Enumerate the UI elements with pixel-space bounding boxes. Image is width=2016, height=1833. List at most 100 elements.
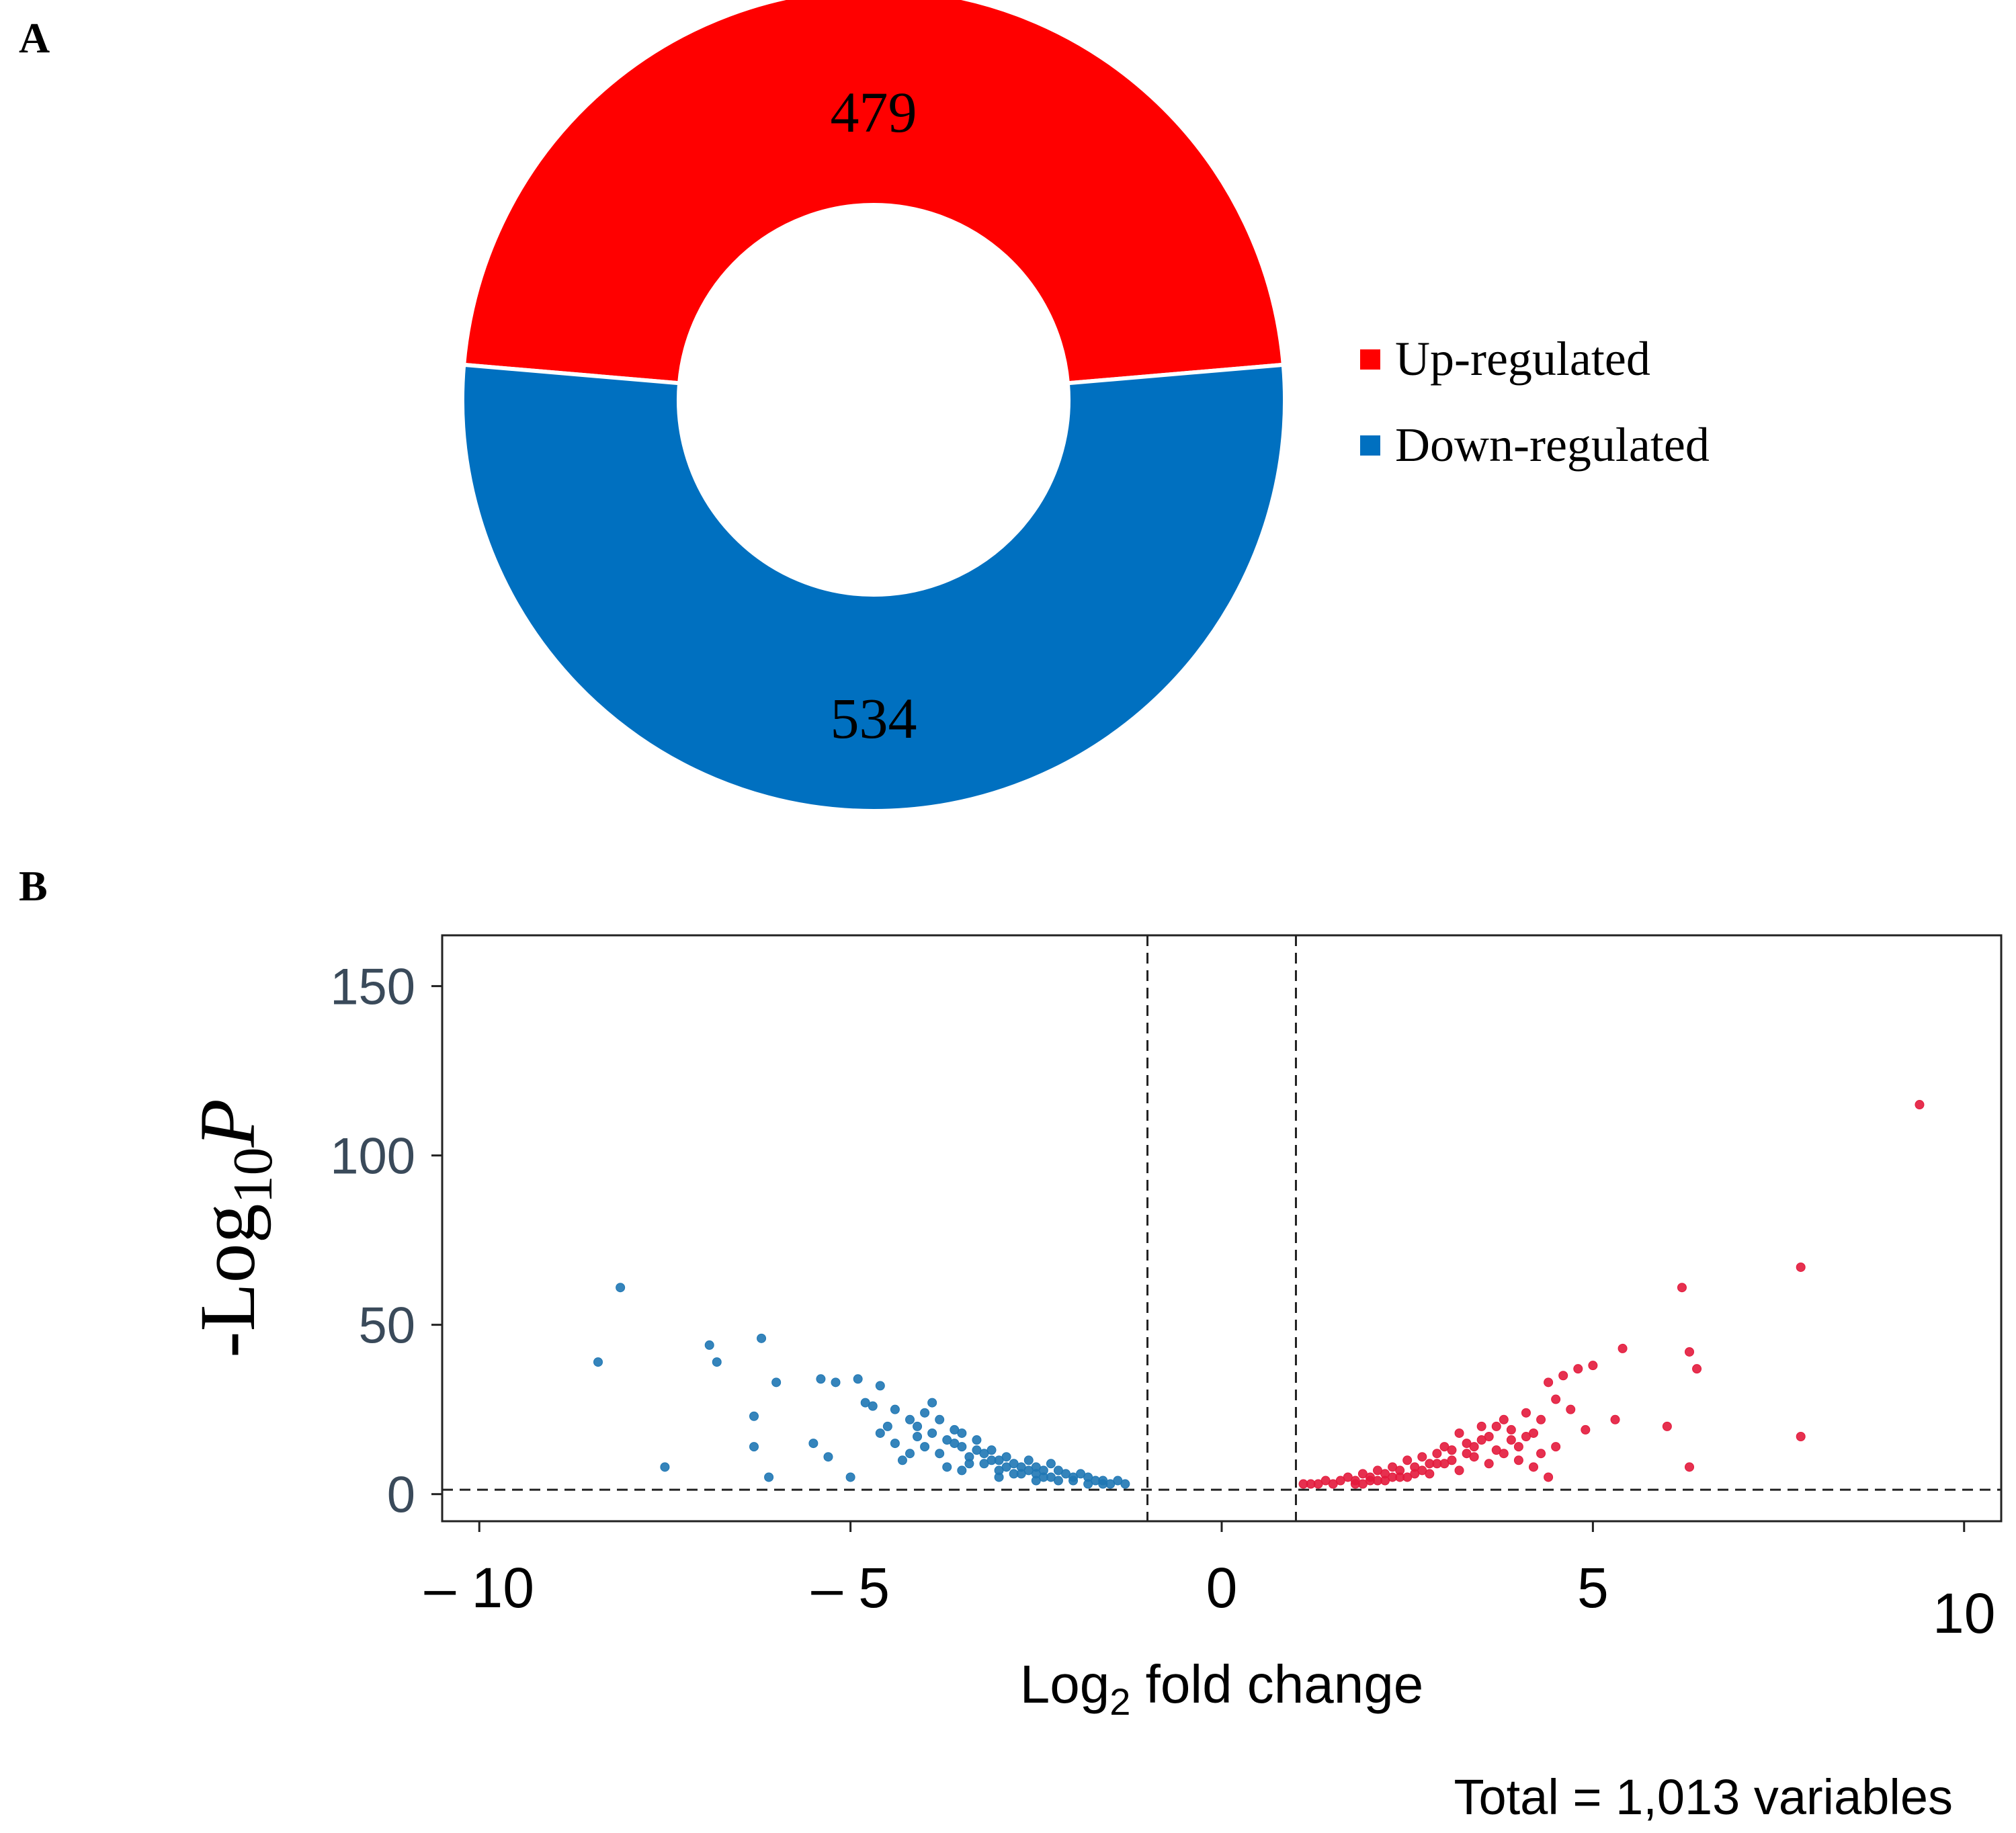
point-down-regulated bbox=[764, 1472, 774, 1482]
point-up-regulated bbox=[1513, 1442, 1523, 1452]
point-down-regulated bbox=[1068, 1472, 1079, 1482]
point-up-regulated bbox=[1491, 1421, 1501, 1431]
point-down-regulated bbox=[868, 1401, 878, 1411]
point-up-regulated bbox=[1402, 1472, 1413, 1482]
point-up-regulated bbox=[1521, 1431, 1531, 1441]
point-down-regulated bbox=[875, 1381, 885, 1391]
x-tick-label: 5 bbox=[1577, 1556, 1609, 1619]
point-up-regulated bbox=[1536, 1449, 1546, 1459]
point-down-regulated bbox=[905, 1414, 915, 1424]
y-tick-label: 100 bbox=[330, 1128, 415, 1185]
point-up-regulated bbox=[1685, 1347, 1694, 1357]
point-up-regulated bbox=[1544, 1472, 1554, 1482]
point-up-regulated bbox=[1432, 1459, 1442, 1469]
x-axis-title-subscript: 2 bbox=[1109, 1680, 1130, 1723]
x-axis-title: Log2 fold change bbox=[1020, 1654, 1424, 1723]
point-up-regulated bbox=[1484, 1459, 1494, 1469]
donut-value-up-regulated: 479 bbox=[831, 80, 917, 144]
point-up-regulated bbox=[1513, 1455, 1523, 1465]
legend-swatch-up-regulated bbox=[1360, 349, 1380, 370]
point-down-regulated bbox=[994, 1455, 1004, 1465]
point-down-regulated bbox=[1023, 1455, 1034, 1465]
donut-segment-up-regulated bbox=[461, 0, 1286, 386]
point-up-regulated bbox=[1476, 1435, 1486, 1445]
legend-label-down-regulated: Down-regulated bbox=[1395, 418, 1710, 472]
point-down-regulated bbox=[920, 1408, 930, 1418]
point-up-regulated bbox=[1692, 1364, 1702, 1374]
threshold-lines bbox=[442, 935, 2001, 1521]
y-axis-title: -Log10P bbox=[183, 1099, 284, 1357]
point-up-regulated bbox=[1677, 1283, 1687, 1293]
point-down-regulated bbox=[749, 1442, 759, 1452]
x-tick-label: 10 bbox=[1933, 1582, 1995, 1645]
point-down-regulated bbox=[957, 1428, 967, 1438]
point-up-regulated bbox=[1447, 1445, 1457, 1455]
point-down-regulated bbox=[1053, 1476, 1063, 1486]
point-down-regulated bbox=[771, 1377, 782, 1388]
point-down-regulated bbox=[957, 1465, 967, 1476]
point-down-regulated bbox=[913, 1421, 923, 1431]
point-down-regulated bbox=[1083, 1479, 1093, 1489]
point-down-regulated bbox=[920, 1442, 930, 1452]
point-down-regulated bbox=[927, 1428, 937, 1438]
donut-chart: 479 534 bbox=[460, 0, 1287, 813]
point-up-regulated bbox=[1432, 1449, 1442, 1459]
point-up-regulated bbox=[1618, 1343, 1628, 1353]
point-down-regulated bbox=[831, 1377, 841, 1388]
point-down-regulated bbox=[1120, 1479, 1130, 1489]
point-down-regulated bbox=[890, 1404, 900, 1414]
point-up-regulated bbox=[1417, 1452, 1427, 1462]
point-down-regulated bbox=[890, 1439, 900, 1449]
point-up-regulated bbox=[1536, 1414, 1546, 1424]
donut-value-down-regulated: 534 bbox=[831, 686, 917, 751]
y-tick-label: 150 bbox=[330, 959, 415, 1016]
x-tick-label: 0 bbox=[1206, 1556, 1238, 1619]
point-down-regulated bbox=[935, 1414, 945, 1424]
point-up-regulated bbox=[1685, 1462, 1694, 1472]
point-down-regulated bbox=[660, 1462, 670, 1472]
donut-segment-down-regulated bbox=[460, 362, 1287, 813]
point-up-regulated bbox=[1373, 1476, 1382, 1486]
point-up-regulated bbox=[1506, 1424, 1516, 1435]
y-axis-title-main: -Log bbox=[183, 1203, 271, 1357]
y-axis-title-subscript: 10 bbox=[222, 1147, 284, 1203]
point-down-regulated bbox=[712, 1357, 722, 1367]
point-down-regulated bbox=[823, 1452, 833, 1462]
point-down-regulated bbox=[1001, 1462, 1011, 1472]
point-down-regulated bbox=[972, 1435, 982, 1445]
volcano-plot: 0 50 100 150 – 10 – 5 0 5 10 Log2 fold change -… bbox=[183, 934, 2003, 1825]
point-down-regulated bbox=[942, 1462, 952, 1472]
point-up-regulated bbox=[1588, 1361, 1598, 1371]
point-up-regulated bbox=[1796, 1262, 1806, 1272]
point-up-regulated bbox=[1499, 1414, 1509, 1424]
x-axis: – 10 – 5 0 5 10 bbox=[424, 1521, 1995, 1645]
point-down-regulated bbox=[935, 1449, 945, 1459]
point-up-regulated bbox=[1476, 1421, 1486, 1431]
point-up-regulated bbox=[1462, 1449, 1472, 1459]
x-axis-title-rest: fold change bbox=[1130, 1654, 1423, 1714]
point-up-regulated bbox=[1499, 1449, 1509, 1459]
point-up-regulated bbox=[1521, 1408, 1531, 1418]
point-down-regulated bbox=[905, 1449, 915, 1459]
point-down-regulated bbox=[994, 1472, 1004, 1482]
point-down-regulated bbox=[757, 1333, 767, 1343]
panel-b-label: B bbox=[19, 862, 48, 910]
point-up-regulated bbox=[1796, 1431, 1806, 1441]
point-down-regulated bbox=[979, 1449, 989, 1459]
point-up-regulated bbox=[1551, 1442, 1561, 1452]
point-down-regulated bbox=[927, 1398, 937, 1408]
total-variables-caption: Total = 1,013 variables bbox=[1454, 1769, 1953, 1825]
point-up-regulated bbox=[1915, 1100, 1925, 1110]
point-down-regulated bbox=[1038, 1465, 1048, 1476]
point-up-regulated bbox=[1662, 1421, 1672, 1431]
point-up-regulated bbox=[1298, 1479, 1308, 1489]
point-up-regulated bbox=[1454, 1428, 1464, 1438]
data-points bbox=[593, 1100, 1925, 1489]
point-down-regulated bbox=[845, 1472, 855, 1482]
point-up-regulated bbox=[1551, 1394, 1561, 1404]
point-down-regulated bbox=[942, 1435, 952, 1445]
point-up-regulated bbox=[1357, 1479, 1368, 1489]
point-down-regulated bbox=[704, 1340, 714, 1350]
